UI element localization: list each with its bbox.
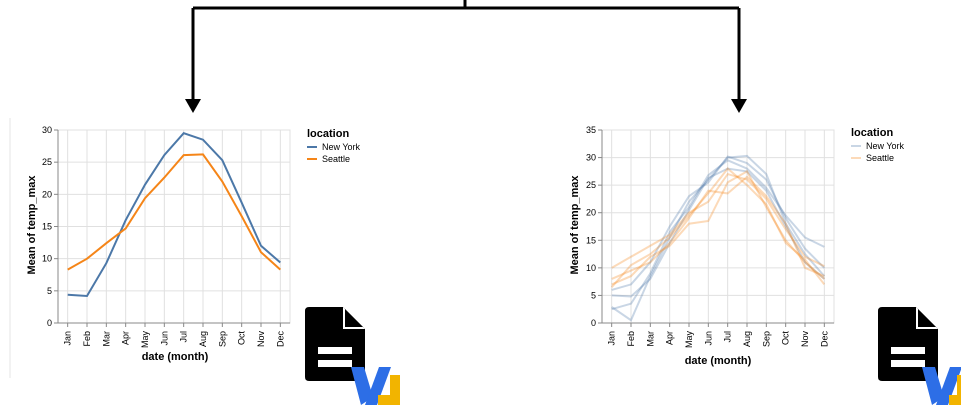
y-tick-label: 5	[47, 286, 52, 296]
vega-lite-logo-icon	[351, 367, 400, 405]
y-axis-title: Mean of temp_max	[569, 175, 581, 275]
y-tick-label: 30	[42, 125, 52, 135]
x-tick-label: Dec	[819, 331, 829, 348]
y-tick-label: 5	[591, 290, 596, 300]
x-tick-label: Apr	[121, 331, 131, 345]
x-tick-label: Aug	[742, 331, 752, 347]
y-axis-title: Mean of temp_max	[26, 175, 38, 275]
series-line	[611, 155, 826, 291]
legend-title: location	[851, 127, 893, 139]
x-tick-label: Nov	[800, 331, 810, 348]
series-line	[611, 167, 825, 298]
x-axis-ticks: Jan Feb Mar Apr May Jun Jul Aug Sep Oct Nov Dec	[63, 323, 285, 349]
chart-aggregated: 0 5 10 15 20 25 30 Jan Feb Mar Apr May Jun Jul Aug Sep…	[26, 125, 361, 363]
series-line	[611, 172, 825, 269]
x-axis-ticks: Jan Feb Mar Apr May Jun Jul Aug Sep Oct Nov Dec	[607, 323, 829, 349]
spec-file-icon-right	[878, 307, 961, 405]
spec-file-icon-left	[305, 307, 400, 405]
chart-raw-lines: 0 5 10 15 20 25 30 35 Jan Feb Mar Apr May Jun Jul Aug S…	[569, 125, 905, 367]
x-tick-label: Jun	[703, 331, 713, 346]
x-tick-label: Jul	[179, 331, 189, 343]
x-tick-label: Feb	[626, 331, 636, 347]
x-tick-label: Aug	[198, 331, 208, 347]
x-tick-label: Mar	[101, 331, 111, 347]
x-tick-label: Jan	[63, 331, 73, 346]
series-line	[67, 153, 281, 271]
chart-axes	[601, 129, 835, 324]
series-line	[610, 167, 826, 288]
x-tick-label: Jun	[159, 331, 169, 346]
x-tick-label: Nov	[256, 331, 266, 348]
legend-label: Seattle	[322, 154, 350, 164]
y-tick-label: 20	[586, 208, 596, 218]
y-tick-label: 10	[586, 263, 596, 273]
legend: location New York Seattle	[851, 127, 905, 163]
arrow-down-icon	[185, 99, 201, 113]
arrow-down-icon	[731, 99, 747, 113]
y-tick-label: 15	[586, 235, 596, 245]
y-tick-label: 35	[586, 125, 596, 135]
series-line	[611, 159, 825, 311]
x-axis-title: date (month)	[142, 351, 209, 363]
x-tick-label: Apr	[665, 331, 675, 345]
series-line	[611, 170, 825, 286]
x-tick-label: Jul	[723, 331, 733, 343]
y-tick-label: 10	[42, 254, 52, 264]
y-tick-label: 25	[42, 157, 52, 167]
legend-label: Seattle	[866, 153, 894, 163]
x-tick-label: Jan	[607, 331, 617, 346]
y-axis-ticks: 0 5 10 15 20 25 30	[42, 125, 58, 328]
series-lines	[67, 132, 281, 298]
y-tick-label: 30	[586, 153, 596, 163]
legend-title: location	[307, 128, 349, 140]
x-tick-label: Oct	[781, 331, 791, 346]
series-lines	[610, 154, 826, 322]
y-tick-label: 0	[47, 318, 52, 328]
x-tick-label: Oct	[237, 331, 247, 346]
legend-label: New York	[322, 142, 361, 152]
y-tick-label: 0	[591, 318, 596, 328]
x-tick-label: May	[684, 331, 694, 349]
y-tick-label: 25	[586, 180, 596, 190]
x-tick-label: Mar	[645, 331, 655, 347]
chart-grid	[58, 129, 290, 324]
y-tick-label: 15	[42, 222, 52, 232]
x-tick-label: May	[140, 331, 150, 349]
y-axis-ticks: 0 5 10 15 20 25 30 35	[586, 125, 602, 328]
connector-tree	[185, 0, 747, 113]
series-line	[611, 154, 826, 322]
y-tick-label: 20	[42, 189, 52, 199]
series-line	[611, 175, 825, 280]
vega-lite-logo-icon	[922, 367, 961, 405]
x-tick-label: Feb	[82, 331, 92, 347]
x-tick-label: Dec	[275, 331, 285, 348]
x-tick-label: Sep	[217, 331, 227, 347]
legend: location New York Seattle	[307, 128, 361, 164]
legend-label: New York	[866, 141, 905, 151]
series-line	[67, 132, 281, 298]
x-tick-label: Sep	[761, 331, 771, 347]
x-axis-title: date (month)	[685, 355, 752, 367]
